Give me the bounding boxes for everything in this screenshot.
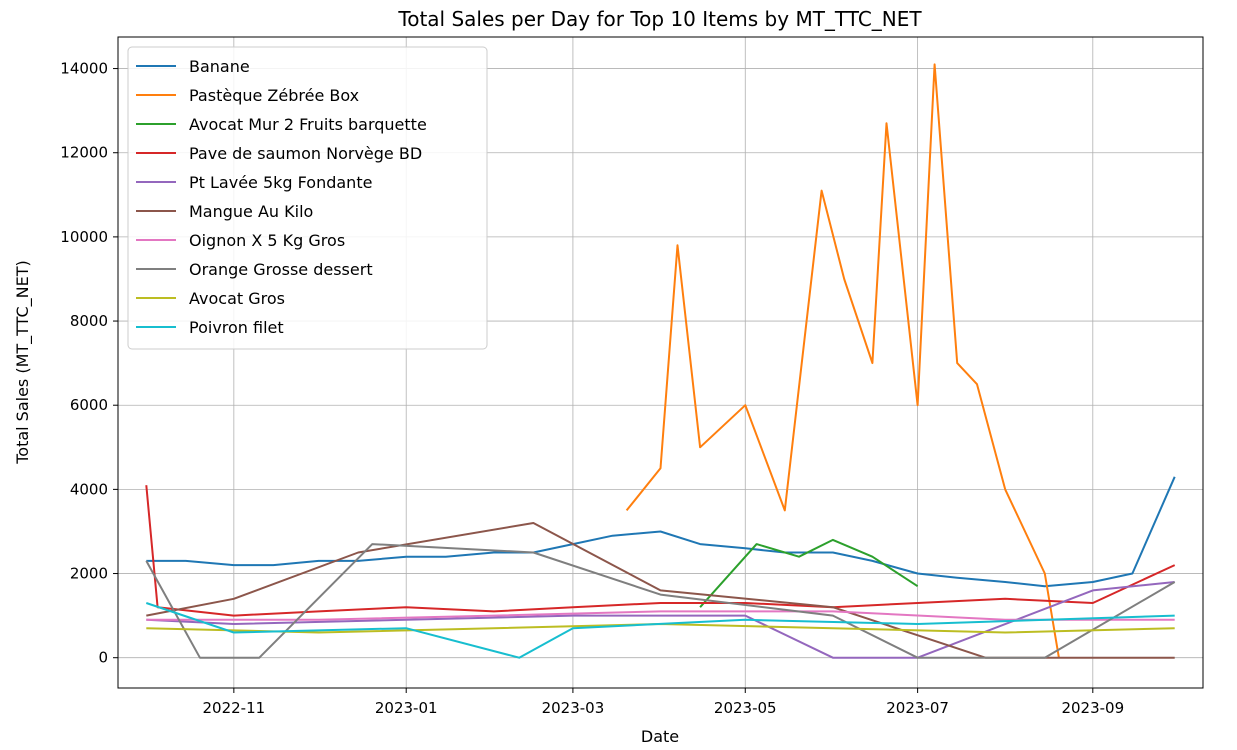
y-tick-label: 8000 <box>70 312 108 330</box>
x-axis-label: Date <box>641 727 679 746</box>
plot-frame <box>117 36 1204 689</box>
y-tick-label: 4000 <box>70 480 108 498</box>
y-tick-label: 14000 <box>60 60 108 78</box>
series-line <box>146 522 1175 659</box>
legend-label: Pastèque Zébrée Box <box>189 86 359 105</box>
series-group <box>145 63 1176 659</box>
y-axis: 0 2000 4000 6000 8000 10000 12000 14000 <box>60 60 118 667</box>
legend-box <box>127 46 488 350</box>
series-line <box>145 485 1176 617</box>
x-tick-label: 2022-11 <box>203 699 266 717</box>
legend-label: Pt Lavée 5kg Fondante <box>189 173 372 192</box>
x-tick-label: 2023-01 <box>375 699 438 717</box>
y-tick-label: 2000 <box>70 565 108 583</box>
x-tick-label: 2023-07 <box>886 699 949 717</box>
legend-label: Mangue Au Kilo <box>189 202 313 221</box>
series-line <box>699 538 919 608</box>
y-tick-label: 12000 <box>60 144 108 162</box>
y-tick-label: 6000 <box>70 396 108 414</box>
chart-title: Total Sales per Day for Top 10 Items by … <box>397 7 922 31</box>
series-line <box>146 581 1175 659</box>
legend-label: Poivron filet <box>189 318 284 337</box>
series-line <box>146 476 1176 588</box>
legend: Banane Pastèque Zébrée Box Avocat Mur 2 Fr… <box>127 46 488 350</box>
series-line <box>145 543 1176 659</box>
y-tick-label: 10000 <box>60 228 108 246</box>
series-line <box>625 63 1060 658</box>
legend-label: Oignon X 5 Kg Gros <box>189 231 345 250</box>
series-line <box>146 610 1175 621</box>
y-tick-label: 0 <box>98 649 108 667</box>
series-line <box>145 602 1175 659</box>
legend-label: Banane <box>189 57 250 76</box>
x-axis: 2022-11 2023-01 2023-03 2023-05 2023-07 2023-… <box>203 688 1124 717</box>
legend-label: Pave de saumon Norvège BD <box>189 144 422 163</box>
y-axis-label: Total Sales (MT_TTC_NET) <box>13 260 33 465</box>
x-tick-label: 2023-03 <box>542 699 605 717</box>
legend-label: Avocat Mur 2 Fruits barquette <box>189 115 427 134</box>
legend-label: Avocat Gros <box>189 289 285 308</box>
x-tick-label: 2023-09 <box>1061 699 1124 717</box>
x-tick-label: 2023-05 <box>714 699 777 717</box>
legend-label: Orange Grosse dessert <box>189 260 373 279</box>
